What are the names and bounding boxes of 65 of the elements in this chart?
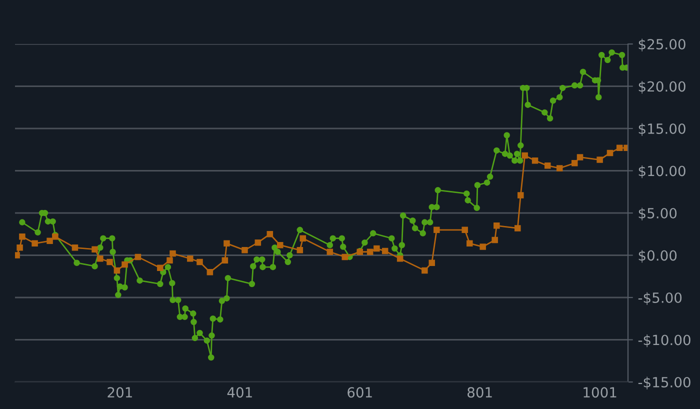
point — [46, 238, 53, 244]
point — [342, 254, 348, 260]
point — [616, 144, 623, 152]
point — [382, 248, 388, 254]
point — [434, 226, 440, 234]
point — [106, 258, 113, 266]
point — [522, 152, 528, 159]
point — [32, 240, 38, 247]
point — [514, 225, 521, 232]
point — [276, 242, 284, 248]
point — [556, 165, 563, 172]
point — [300, 235, 306, 242]
point — [206, 269, 214, 276]
point — [596, 156, 603, 163]
point — [396, 256, 404, 262]
point — [571, 160, 578, 166]
point — [576, 154, 584, 160]
point — [366, 248, 374, 255]
point — [196, 258, 203, 266]
point — [242, 247, 248, 254]
point — [97, 256, 104, 262]
point — [19, 234, 26, 240]
point — [480, 244, 486, 250]
y-tick-label: $0.00 — [638, 250, 677, 263]
point — [266, 231, 274, 238]
point — [422, 267, 428, 274]
point — [166, 257, 173, 264]
point — [462, 226, 468, 234]
point — [222, 257, 228, 264]
point — [494, 222, 500, 229]
point — [518, 192, 524, 198]
y-tick-label: $5.00 — [638, 208, 677, 220]
x-tick-label: 1001 — [584, 387, 616, 398]
point — [492, 236, 498, 244]
point — [134, 254, 142, 260]
point — [114, 267, 120, 274]
y-tick-label: $10.00 — [638, 165, 686, 178]
point — [92, 246, 98, 252]
x-tick-label: 201 — [108, 387, 132, 398]
y-tick-label: -$15.00 — [638, 376, 690, 390]
x-tick-label: 601 — [348, 387, 372, 398]
point — [15, 252, 20, 258]
point — [374, 245, 380, 252]
point — [296, 247, 304, 254]
point — [466, 240, 473, 247]
point — [72, 244, 78, 251]
point — [170, 250, 176, 257]
y-tick-label: $15.00 — [638, 123, 686, 136]
point — [224, 240, 230, 247]
point — [16, 244, 23, 251]
point — [428, 260, 435, 266]
y-tick-label: $20.00 — [638, 80, 686, 94]
point — [187, 256, 194, 262]
y-tick-label: $25.00 — [638, 38, 686, 52]
point — [544, 162, 551, 169]
point — [326, 248, 334, 255]
x-tick-label: 801 — [468, 387, 492, 398]
point — [122, 261, 128, 268]
point — [606, 150, 614, 156]
point — [532, 157, 538, 164]
point — [254, 239, 262, 246]
y-tick-label: -$10.00 — [638, 334, 690, 348]
y-tick-label: -$5.00 — [638, 292, 682, 305]
point — [157, 264, 164, 272]
x-tick-label: 401 — [227, 387, 252, 398]
